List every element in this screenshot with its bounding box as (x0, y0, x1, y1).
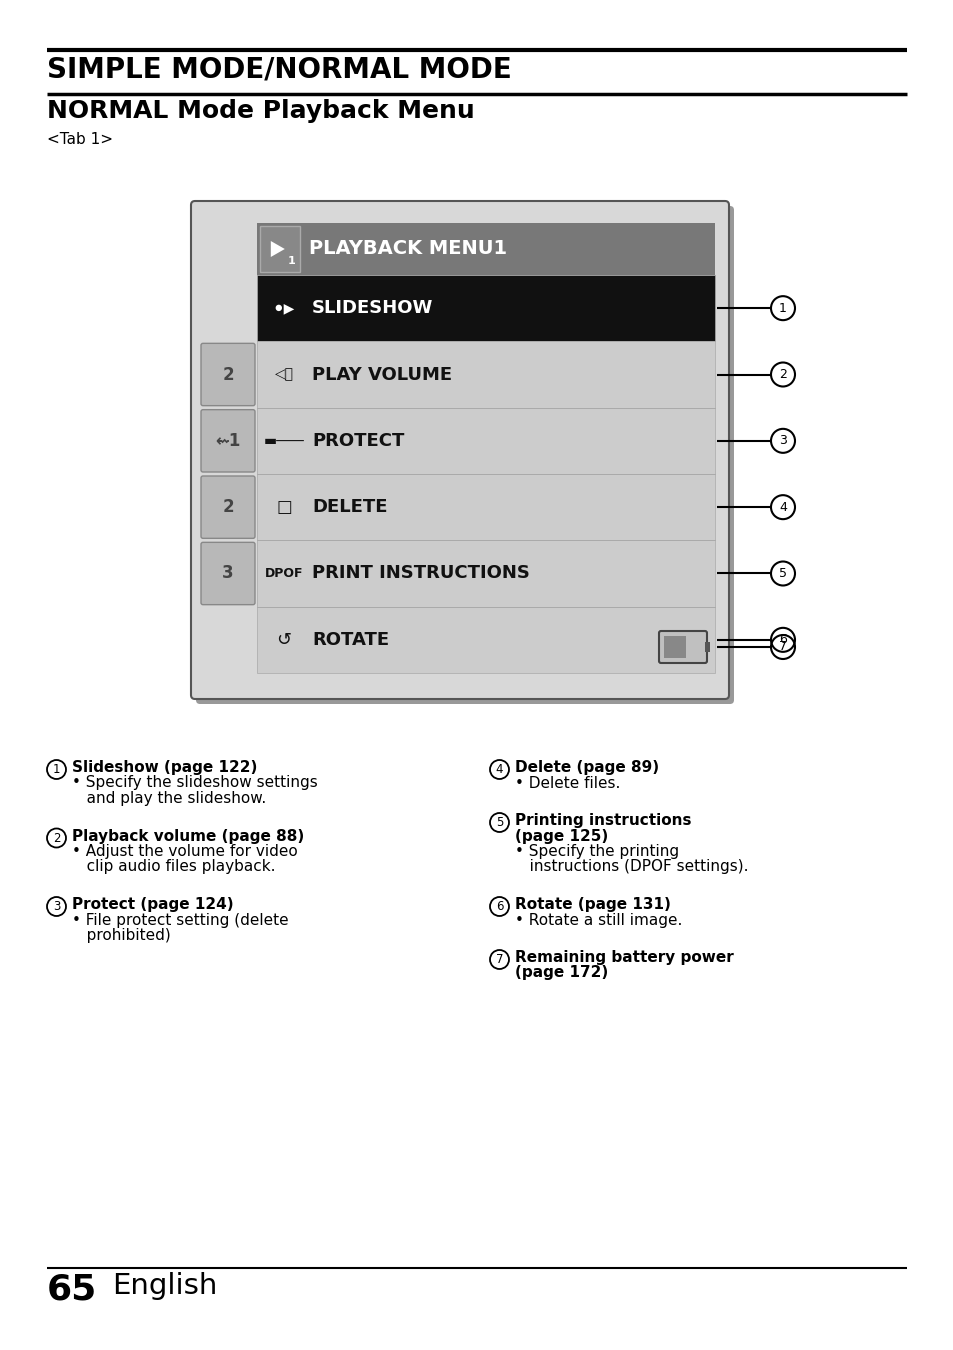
Text: • Rotate a still image.: • Rotate a still image. (515, 913, 681, 927)
Text: 65: 65 (47, 1272, 97, 1305)
Text: 3: 3 (222, 564, 233, 582)
Text: PRINT INSTRUCTIONS: PRINT INSTRUCTIONS (312, 564, 529, 582)
FancyBboxPatch shape (201, 409, 254, 472)
Text: 2: 2 (222, 498, 233, 516)
Text: ↺: ↺ (276, 630, 292, 649)
Text: ◁⧗: ◁⧗ (274, 367, 294, 382)
Text: ROTATE: ROTATE (312, 630, 389, 649)
Text: 4: 4 (496, 763, 503, 776)
Text: PLAY VOLUME: PLAY VOLUME (312, 366, 452, 383)
Text: 6: 6 (779, 633, 786, 647)
FancyBboxPatch shape (256, 223, 714, 275)
Text: PLAYBACK MENU1: PLAYBACK MENU1 (309, 239, 507, 258)
FancyBboxPatch shape (201, 477, 254, 539)
FancyBboxPatch shape (195, 207, 733, 703)
Text: SLIDESHOW: SLIDESHOW (312, 300, 433, 317)
Text: ⇜1: ⇜1 (215, 432, 240, 450)
Text: 1: 1 (779, 301, 786, 315)
FancyBboxPatch shape (256, 408, 714, 474)
FancyBboxPatch shape (256, 342, 714, 408)
Text: Rotate (page 131): Rotate (page 131) (515, 896, 670, 913)
FancyBboxPatch shape (256, 223, 714, 674)
FancyBboxPatch shape (659, 630, 706, 663)
Text: Playback volume (page 88): Playback volume (page 88) (71, 829, 304, 844)
FancyBboxPatch shape (191, 201, 728, 699)
Text: 1: 1 (52, 763, 60, 776)
Text: ⚫▶: ⚫▶ (273, 301, 294, 315)
Text: 3: 3 (52, 900, 60, 913)
Text: • Adjust the volume for video: • Adjust the volume for video (71, 844, 297, 859)
FancyBboxPatch shape (704, 643, 709, 652)
Text: 5: 5 (496, 815, 502, 829)
Text: NORMAL Mode Playback Menu: NORMAL Mode Playback Menu (47, 99, 475, 123)
Text: PROTECT: PROTECT (312, 432, 404, 450)
Text: • Delete files.: • Delete files. (515, 775, 619, 791)
FancyBboxPatch shape (256, 540, 714, 606)
Text: DPOF: DPOF (265, 567, 303, 580)
Text: prohibited): prohibited) (71, 927, 171, 944)
Text: Remaining battery power: Remaining battery power (515, 950, 733, 965)
FancyBboxPatch shape (663, 636, 685, 657)
Text: English: English (112, 1272, 217, 1300)
Text: <Tab 1>: <Tab 1> (47, 132, 112, 147)
Text: instructions (DPOF settings).: instructions (DPOF settings). (515, 860, 748, 875)
Text: 6: 6 (496, 900, 503, 913)
Text: 2: 2 (779, 369, 786, 381)
Text: • File protect setting (delete: • File protect setting (delete (71, 913, 289, 927)
Text: Delete (page 89): Delete (page 89) (515, 760, 659, 775)
FancyBboxPatch shape (201, 543, 254, 605)
Text: 7: 7 (496, 953, 503, 967)
Text: and play the slideshow.: and play the slideshow. (71, 791, 266, 806)
Text: 4: 4 (779, 501, 786, 513)
Polygon shape (271, 242, 285, 256)
Text: Protect (page 124): Protect (page 124) (71, 896, 233, 913)
Text: 3: 3 (779, 435, 786, 447)
Text: (page 125): (page 125) (515, 829, 608, 844)
FancyBboxPatch shape (256, 474, 714, 540)
Text: 2: 2 (52, 832, 60, 845)
Text: DELETE: DELETE (312, 498, 387, 516)
FancyBboxPatch shape (256, 606, 714, 674)
Text: clip audio files playback.: clip audio files playback. (71, 860, 275, 875)
Text: 2: 2 (222, 366, 233, 383)
FancyBboxPatch shape (201, 343, 254, 405)
Text: (page 172): (page 172) (515, 965, 608, 980)
Text: ▬――: ▬―― (263, 433, 304, 448)
Text: • Specify the printing: • Specify the printing (515, 844, 679, 859)
FancyBboxPatch shape (256, 275, 714, 342)
Text: □: □ (275, 498, 292, 516)
Text: Slideshow (page 122): Slideshow (page 122) (71, 760, 257, 775)
Text: 5: 5 (779, 567, 786, 580)
Text: Printing instructions: Printing instructions (515, 813, 691, 828)
Text: SIMPLE MODE/NORMAL MODE: SIMPLE MODE/NORMAL MODE (47, 55, 511, 82)
Text: • Specify the slideshow settings: • Specify the slideshow settings (71, 775, 317, 791)
Text: 1: 1 (287, 256, 294, 266)
FancyBboxPatch shape (260, 225, 299, 271)
Text: 7: 7 (779, 640, 786, 653)
